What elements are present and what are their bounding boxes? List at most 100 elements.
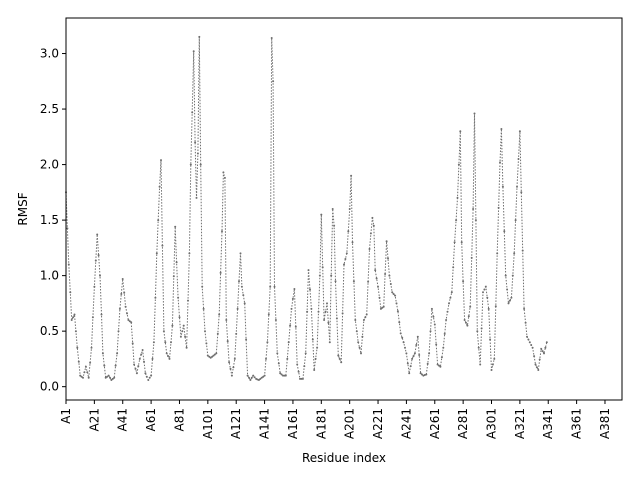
rmsf-point (246, 374, 249, 377)
rmsf-point (449, 296, 452, 299)
rmsf-point (497, 206, 500, 209)
rmsf-point (99, 274, 101, 277)
rmsf-point (155, 252, 158, 255)
rmsf-point (84, 365, 87, 368)
rmsf-point (235, 332, 238, 335)
x-tick-label: A301 (485, 408, 499, 439)
rmsf-point (208, 355, 211, 358)
rmsf-point (323, 319, 326, 321)
rmsf-point (114, 364, 117, 367)
rmsf-point (455, 219, 458, 222)
rmsf-point (101, 352, 104, 355)
rmsf-point (307, 269, 310, 272)
rmsf-point (259, 377, 262, 380)
rmsf-point (284, 374, 287, 377)
rmsf-point (411, 357, 414, 360)
rmsf-point (521, 249, 524, 252)
rmsf-point (409, 365, 412, 368)
rmsf-point (538, 358, 541, 361)
rmsf-point (466, 324, 469, 327)
rmsf-point (345, 252, 348, 255)
rmsf-point (97, 254, 100, 257)
rmsf-point (398, 321, 401, 324)
y-tick-label: 3.0 (40, 47, 59, 61)
rmsf-point (517, 158, 520, 160)
rmsf-point (362, 319, 365, 321)
rmsf-point (83, 371, 86, 374)
rmsf-point (135, 372, 138, 375)
rmsf-point (408, 372, 411, 375)
rmsf-point (401, 336, 404, 339)
rmsf-point (185, 346, 188, 349)
rmsf-point (399, 332, 402, 335)
rmsf-point (493, 357, 496, 360)
rmsf-point (433, 323, 436, 326)
x-tick-label: A381 (598, 408, 612, 439)
rmsf-point (402, 341, 405, 344)
rmsf-point (242, 294, 245, 297)
rmsf-point (93, 285, 96, 288)
rmsf-point (138, 357, 141, 360)
rmsf-point (301, 377, 304, 380)
rmsf-point (438, 364, 440, 367)
x-tick-label: A21 (87, 408, 101, 431)
rmsf-point (382, 305, 385, 308)
rmsf-point (354, 319, 357, 321)
rmsf-point (104, 376, 107, 379)
rmsf-point (500, 128, 503, 130)
rmsf-point (321, 266, 324, 269)
rmsf-point (450, 291, 453, 294)
rmsf-point (330, 274, 333, 277)
rmsf-point (545, 341, 548, 344)
rmsf-point (499, 161, 501, 164)
rmsf-point (448, 302, 450, 305)
rmsf-point (189, 163, 192, 166)
x-tick-label: A201 (343, 408, 357, 439)
rmsf-point (462, 280, 465, 283)
rmsf-point (69, 291, 72, 294)
rmsf-point (162, 330, 165, 333)
rmsf-point (187, 299, 189, 302)
rmsf-point (120, 293, 123, 295)
rmsf-point (263, 374, 266, 377)
rmsf-point (130, 321, 133, 324)
rmsf-point (80, 375, 83, 378)
rmsf-point (175, 261, 178, 264)
rmsf-point (107, 374, 110, 377)
rmsf-point (467, 315, 470, 318)
rmsf-point (333, 224, 336, 227)
rmsf-point (269, 285, 272, 288)
rmsf-point (360, 352, 362, 355)
rmsf-point (194, 141, 197, 144)
rmsf-point (103, 364, 106, 367)
rmsf-point (168, 357, 171, 360)
rmsf-point (229, 367, 232, 370)
rmsf-point (316, 346, 319, 349)
x-tick-label: A61 (144, 408, 158, 431)
rmsf-point (221, 230, 223, 233)
rmsf-point (89, 361, 92, 364)
rmsf-point (387, 257, 389, 260)
rmsf-point (416, 335, 419, 338)
rmsf-point (170, 341, 172, 344)
rmsf-point (273, 285, 276, 288)
rmsf-point (128, 320, 131, 323)
rmsf-point (334, 280, 337, 283)
x-tick-label: A281 (456, 408, 470, 439)
rmsf-point (212, 354, 215, 357)
rmsf-point (313, 369, 316, 371)
rmsf-point (543, 352, 545, 355)
rmsf-point (191, 111, 194, 114)
rmsf-point (537, 369, 540, 371)
rmsf-point (238, 280, 240, 283)
rmsf-point (531, 346, 534, 349)
rmsf-point (377, 285, 379, 288)
rmsf-point (324, 310, 327, 313)
rmsf-point (432, 315, 435, 318)
rmsf-point (421, 373, 423, 376)
rmsf-point (70, 319, 73, 321)
rmsf-point (320, 213, 323, 216)
rmsf-point (378, 296, 381, 299)
rmsf-point (165, 352, 168, 355)
rmsf-point (456, 196, 459, 199)
